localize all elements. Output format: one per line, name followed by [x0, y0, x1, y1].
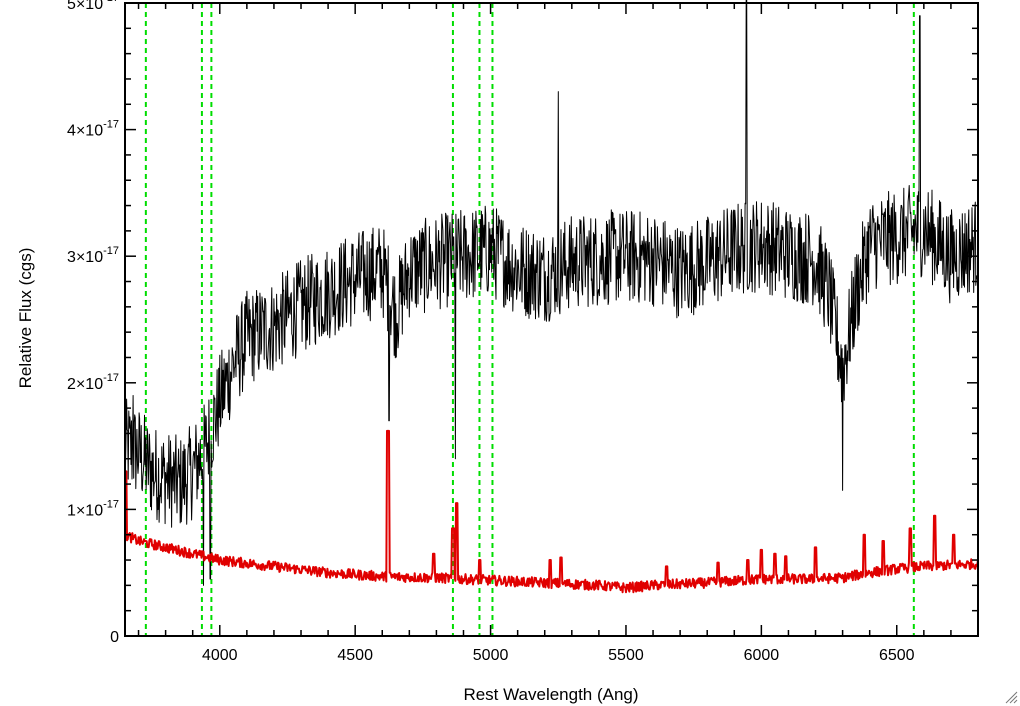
plot-frame	[124, 2, 979, 637]
y-tick-label: 0	[110, 629, 119, 646]
spectrum-series-line	[124, 0, 979, 586]
y-tick-label: 3×10-17	[67, 245, 119, 266]
x-axis: 4000 4500 5000 5500 6000 6500	[137, 3, 979, 664]
reference-lines	[144, 3, 915, 636]
x-tick-label: 4000	[202, 647, 238, 664]
resize-grip-icon[interactable]	[1004, 690, 1018, 704]
y-tick-label: 1×10-17	[67, 498, 119, 519]
y-tick-label: 2×10-17	[67, 372, 119, 393]
x-tick-label: 6000	[744, 647, 780, 664]
y-axis: 0 1×10-17 2×10-17 3×10-17 4×10-17 5×10-17	[67, 0, 978, 646]
x-tick-label: 5000	[473, 647, 509, 664]
x-axis-title: Rest Wavelength (Ang)	[463, 685, 638, 704]
model-series-line	[124, 429, 979, 594]
plot-border	[124, 2, 979, 637]
y-axis-title: Relative Flux (cgs)	[16, 248, 35, 389]
y-tick-label: 5×10-17	[67, 0, 119, 13]
y-tick-label: 4×10-17	[67, 119, 119, 140]
x-tick-label: 4500	[337, 647, 373, 664]
x-tick-label: 5500	[608, 647, 644, 664]
series-layer	[124, 0, 979, 594]
x-tick-label: 6500	[879, 647, 915, 664]
